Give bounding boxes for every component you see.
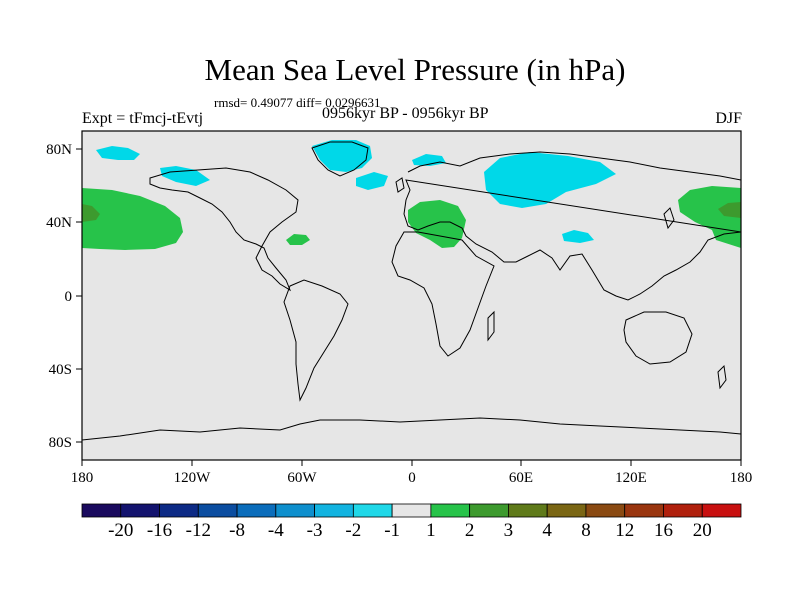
- map-background: [82, 131, 741, 460]
- mediterranean-anomaly: [408, 200, 466, 248]
- colorbar-swatch: [81, 503, 122, 518]
- colorbar-swatch: [701, 503, 742, 518]
- colorbar-label: -20: [108, 520, 133, 541]
- map-title: Mean Sea Level Pressure (in hPa): [204, 52, 626, 87]
- colorbar-swatch: [624, 503, 664, 518]
- x-tick-label: 180: [71, 470, 94, 486]
- colorbar-swatch: [508, 503, 548, 518]
- x-tick-label: 60W: [287, 470, 317, 486]
- japan-coast: [663, 207, 675, 230]
- colorbar-label: -1: [384, 520, 400, 541]
- colorbar-swatch: [159, 503, 199, 518]
- nz-coast: [717, 364, 727, 390]
- coastlines: [82, 141, 741, 441]
- colorbar-labels: -20 -16 -12 -8 -4 -3 -2 -1 1 2 3 4 8 12 16 20: [108, 520, 712, 541]
- x-tick-label: 120E: [615, 470, 647, 486]
- colorbar-swatch: [236, 503, 277, 518]
- axis-ticks: [76, 148, 742, 466]
- period-label: 0956kyr BP - 0956kyr BP: [322, 105, 489, 122]
- siberia-anomaly: [484, 152, 616, 208]
- uk-coast: [395, 177, 405, 193]
- colorbar-swatch: [391, 503, 432, 518]
- colorbar-label: 4: [542, 520, 552, 541]
- europe-asia-coast: [403, 151, 741, 301]
- colorbar-swatch: [469, 503, 509, 518]
- colorbar-label: 20: [693, 520, 712, 541]
- greenland-coast: [311, 141, 369, 177]
- colorbar-swatch: [663, 503, 703, 518]
- colorbar-swatch: [120, 503, 160, 518]
- y-tick-label: 0: [65, 289, 73, 305]
- colorbar-swatch: [352, 503, 393, 518]
- y-tick-label: 80S: [49, 435, 72, 451]
- australia-coast: [623, 311, 693, 365]
- colorbar-label: -8: [229, 520, 245, 541]
- colorbar-swatch: [546, 503, 587, 518]
- antarctica-coast: [82, 417, 741, 441]
- y-tick-label: 80N: [46, 142, 72, 158]
- madagascar-coast: [487, 310, 495, 342]
- north-america-coast: [149, 167, 299, 292]
- colorbar: [81, 503, 742, 518]
- colorbar-label: -2: [345, 520, 361, 541]
- colorbar-label: 2: [465, 520, 475, 541]
- arctic-canada-anomaly: [96, 146, 140, 160]
- colorbar-label: -12: [186, 520, 211, 541]
- y-tick-label: 40N: [46, 215, 72, 231]
- colorbar-label: 16: [654, 520, 673, 541]
- africa-coast: [391, 231, 495, 357]
- colorbar-label: -4: [268, 520, 284, 541]
- colorbar-label: 3: [504, 520, 514, 541]
- colorbar-label: 12: [615, 520, 634, 541]
- colorbar-swatch: [275, 503, 315, 518]
- experiment-label: Expt = tFmcj-tEvtj: [82, 110, 204, 127]
- atlantic-small-anomaly: [286, 234, 310, 245]
- greenland-east-anomaly: [356, 172, 388, 190]
- colorbar-label: -16: [147, 520, 172, 541]
- x-tick-label: 60E: [509, 470, 533, 486]
- x-tick-label: 0: [408, 470, 416, 486]
- colorbar-label: 1: [426, 520, 436, 541]
- stats-text: rmsd= 0.49077 diff= 0.0296631: [214, 95, 381, 110]
- north-pacific-high-anomaly-east: [678, 186, 741, 248]
- y-tick-label: 40S: [49, 362, 72, 378]
- x-tick-label: 180: [730, 470, 753, 486]
- anomaly-layer: [82, 140, 741, 250]
- north-pacific-core-anomaly: [82, 204, 100, 222]
- colorbar-swatch: [585, 503, 626, 518]
- greenland-anomaly: [312, 140, 372, 172]
- south-america-coast: [283, 279, 349, 402]
- india-anomaly: [562, 230, 594, 243]
- north-pacific-high-anomaly: [82, 188, 183, 250]
- colorbar-label: 8: [581, 520, 591, 541]
- colorbar-label: -3: [307, 520, 323, 541]
- north-pacific-core-anomaly-east: [718, 202, 741, 218]
- colorbar-swatch: [197, 503, 238, 518]
- x-tick-label: 120W: [174, 470, 212, 486]
- alaska-anomaly: [160, 166, 210, 186]
- season-label: DJF: [715, 110, 742, 127]
- colorbar-swatch: [430, 503, 471, 518]
- colorbar-swatch: [314, 503, 354, 518]
